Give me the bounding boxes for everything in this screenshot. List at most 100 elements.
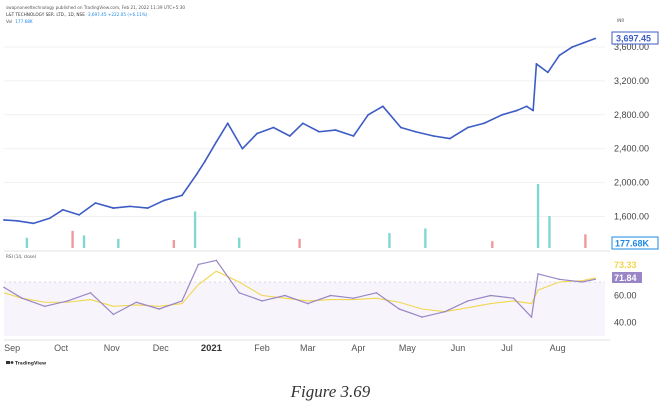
rsi-y-tick-label: 60.00 — [614, 291, 637, 301]
volume-bars — [25, 184, 587, 248]
x-month-label: May — [399, 343, 417, 353]
price-point — [414, 130, 417, 133]
price-point — [203, 160, 206, 163]
rsi-point — [306, 302, 309, 305]
price-line — [3, 37, 596, 225]
x-month-label: Nov — [104, 343, 121, 353]
price-point — [501, 113, 504, 116]
volume-last-value: 177.68K — [615, 239, 650, 249]
rsi-point — [375, 292, 378, 294]
volume-bar — [82, 235, 86, 248]
volume-bar — [584, 234, 587, 248]
price-last-value: 3,697.45 — [616, 34, 651, 44]
volume-bar — [388, 233, 391, 248]
y-axis-ticks: 1,600.00 2,000.00 2,400.00 2,800.00 3,200.00… — [614, 42, 649, 328]
price-point — [241, 147, 244, 150]
volume-bar — [424, 228, 427, 248]
price-y-tick-label: 1,600.00 — [614, 212, 649, 222]
rsi-point — [537, 273, 539, 275]
rsi-point — [66, 300, 69, 302]
symbol-name: L&T TECHNOLOGY SER. LTD., 1D, NSE — [6, 12, 85, 17]
volume-bar — [172, 240, 176, 248]
rsi-point — [558, 278, 561, 281]
volume-bar — [193, 211, 197, 248]
rsi-point — [158, 308, 160, 310]
price-point — [61, 208, 64, 211]
publisher-line: swapnoneeltechnology published on Tradin… — [6, 5, 185, 10]
price-point — [318, 130, 321, 133]
x-month-label: Jun — [451, 343, 466, 353]
rsi-last-tag: 71.84 — [612, 272, 642, 283]
price-point — [48, 217, 51, 220]
volume-bar — [71, 230, 74, 248]
rsi-point — [444, 310, 446, 313]
rsi-y-tick-label: 40.00 — [614, 318, 637, 328]
price-point — [256, 132, 259, 135]
volume-bar — [536, 184, 540, 248]
rsi-signal-line — [3, 270, 596, 313]
symbol-line: L&T TECHNOLOGY SER. LTD., 1D, NSE 3,697.4… — [6, 12, 148, 17]
price-y-tick-label: 2,800.00 — [614, 110, 649, 120]
x-axis-ticks: Sep Oct Nov Dec 2021 Feb Mar Apr May Jun Jul Aug — [4, 343, 565, 354]
x-month-label: Sep — [4, 343, 20, 353]
rsi-point — [530, 316, 533, 318]
price-point — [432, 135, 435, 137]
volume-last-tag: 177.68K — [611, 236, 659, 250]
rsi-point — [467, 300, 469, 302]
rsi-band-fill — [4, 282, 605, 336]
price-point — [215, 141, 218, 143]
rsi-point — [44, 305, 46, 308]
price-series — [3, 37, 597, 225]
rsi-point — [489, 294, 492, 297]
price-point — [226, 122, 229, 125]
rsi-band — [4, 281, 605, 336]
rsi-point — [398, 308, 401, 310]
rsi-last-value: 71.84 — [614, 273, 637, 283]
rsi-point — [135, 301, 138, 304]
price-y-tick-label: 2,400.00 — [614, 144, 649, 154]
price-point — [352, 135, 355, 137]
rsi-point — [215, 259, 218, 262]
price-point — [301, 122, 304, 125]
volume-bar — [25, 237, 29, 248]
x-month-label: Jul — [501, 343, 513, 353]
price-y-tick-label: 3,600.00 — [614, 42, 649, 52]
price-point — [525, 105, 528, 108]
price-point — [483, 122, 486, 125]
x-month-label: Dec — [153, 343, 170, 353]
price-y-tick-label: 2,000.00 — [614, 178, 649, 188]
price-point — [78, 213, 81, 216]
x-month-label: Aug — [550, 343, 566, 353]
price-point — [381, 105, 384, 108]
price-point — [399, 126, 402, 129]
figure-caption: Figure 3.69 — [290, 382, 371, 401]
x-month-label: Mar — [300, 343, 316, 353]
price-point — [181, 194, 183, 197]
volume-bar — [117, 238, 120, 248]
price-last-tag: 3,697.45 — [611, 31, 659, 45]
price-point — [3, 219, 5, 221]
rsi-point — [352, 297, 355, 300]
symbol-quote: 3,697.45 +222.05 (+6.11%) — [88, 12, 148, 17]
rsi-point — [181, 300, 183, 302]
price-point — [146, 207, 149, 209]
volume-bar — [491, 241, 494, 248]
x-month-label: Oct — [54, 343, 69, 353]
rsi-point — [261, 300, 263, 302]
rsi-signal-tag: 73.33 — [614, 260, 637, 270]
price-point — [163, 199, 165, 202]
svg-text:TradingView: TradingView — [15, 361, 46, 367]
price-point — [594, 37, 597, 40]
rsi-point — [89, 292, 92, 294]
price-point — [272, 126, 275, 129]
price-point — [94, 202, 97, 204]
rsi-point — [329, 294, 332, 297]
vol-line: Vol 177.68K — [6, 19, 33, 24]
rsi-signal-value: 73.33 — [614, 260, 637, 270]
price-point — [546, 71, 549, 74]
price-point — [558, 54, 561, 57]
price-point — [367, 113, 370, 116]
price-point — [288, 135, 291, 137]
price-point — [535, 63, 538, 65]
